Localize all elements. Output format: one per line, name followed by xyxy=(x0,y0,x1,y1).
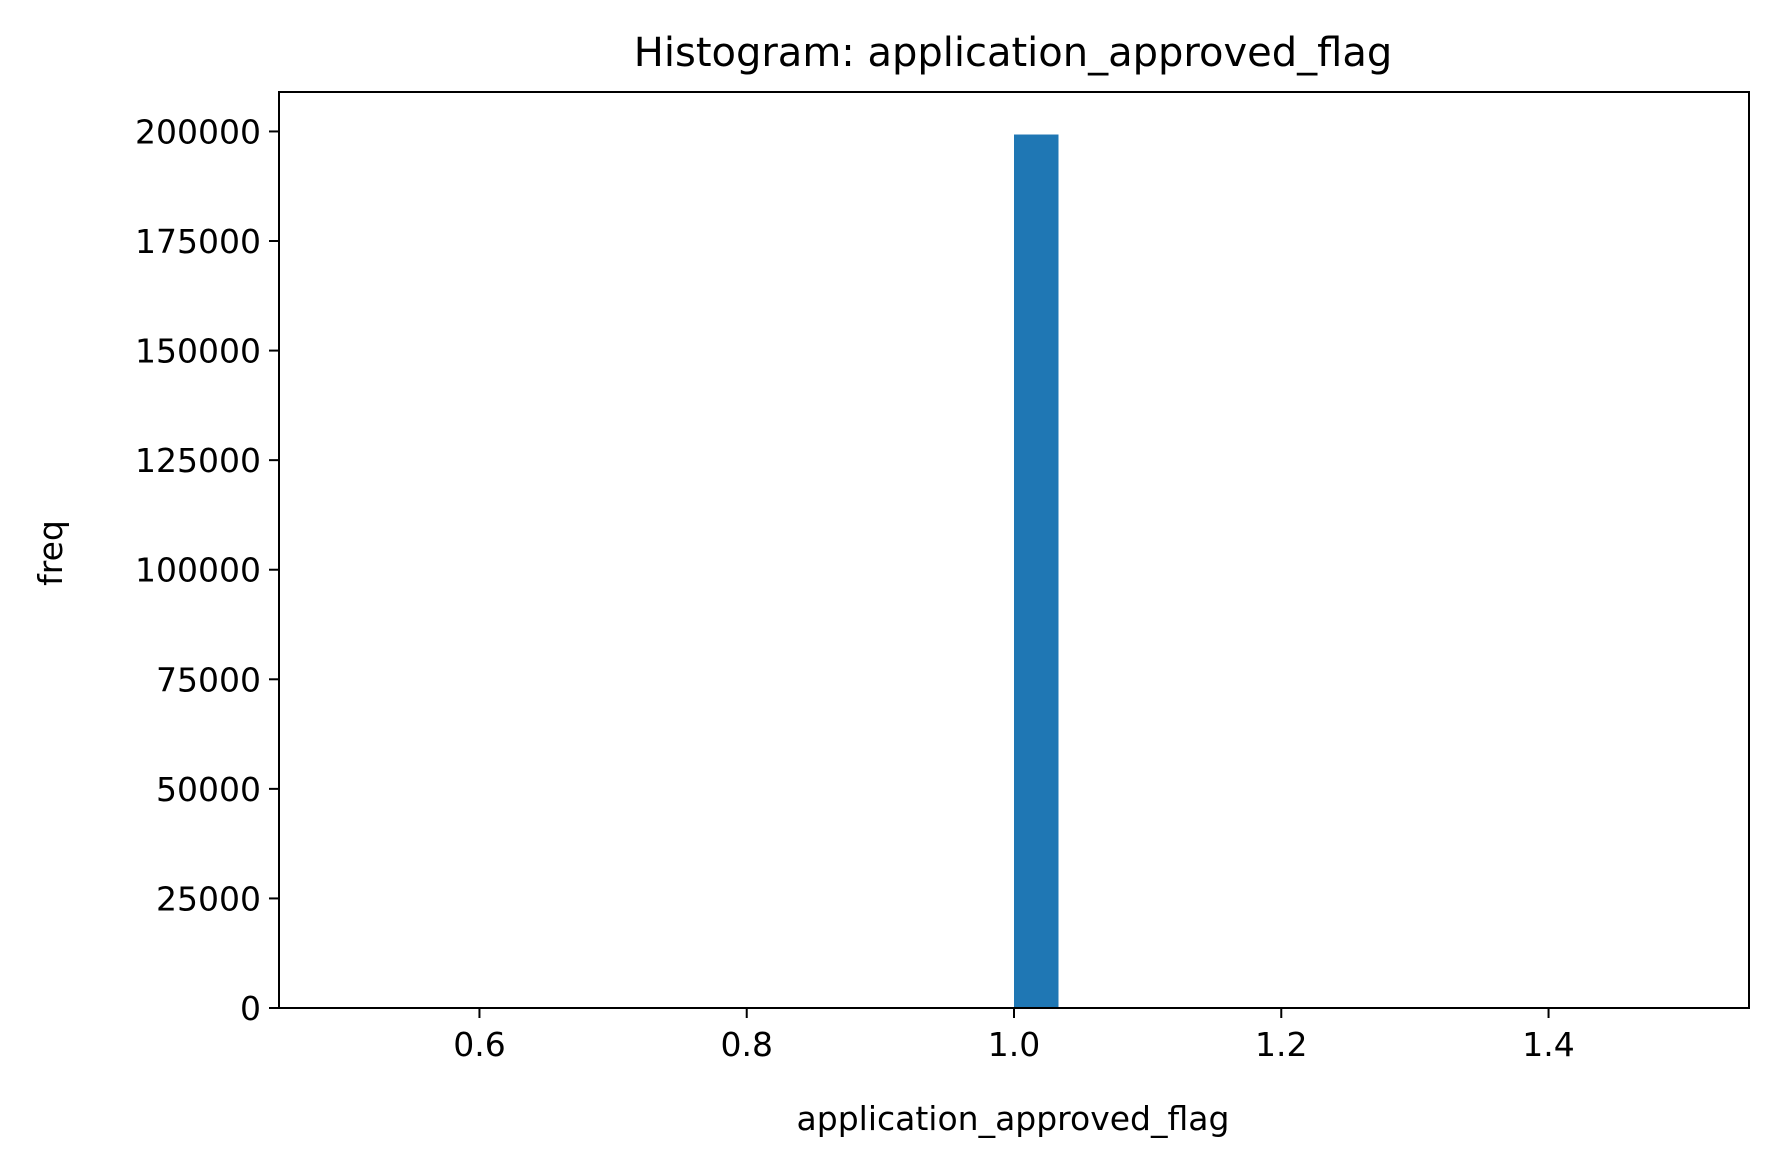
y-tick-label-1: 25000 xyxy=(156,879,261,918)
x-tick-label-0: 0.6 xyxy=(453,1025,505,1064)
y-tick-label-0: 0 xyxy=(240,989,261,1028)
plot-area: 0.6 0.8 1.0 1.2 1.4 0 25000 50000 75000 100000 125… xyxy=(135,91,1750,1064)
y-tick-label-2: 50000 xyxy=(156,770,261,809)
y-tick-label-3: 75000 xyxy=(156,660,261,699)
chart-title: Histogram: application_approved_flag xyxy=(634,30,1392,76)
x-tick-label-1: 0.8 xyxy=(720,1025,772,1064)
x-tick-label-3: 1.2 xyxy=(1255,1025,1307,1064)
y-tick-label-8: 200000 xyxy=(135,112,261,151)
histogram-bar-0 xyxy=(1014,134,1059,1008)
x-tick-label-4: 1.4 xyxy=(1522,1025,1574,1064)
y-axis-label: freq xyxy=(31,520,70,586)
y-tick-label-7: 175000 xyxy=(135,222,261,261)
x-axis-label: application_approved_flag xyxy=(797,1099,1230,1138)
x-tick-label-2: 1.0 xyxy=(988,1025,1040,1064)
y-tick-label-4: 100000 xyxy=(135,551,261,590)
y-tick-label-6: 150000 xyxy=(135,332,261,371)
y-tick-label-5: 125000 xyxy=(135,441,261,480)
